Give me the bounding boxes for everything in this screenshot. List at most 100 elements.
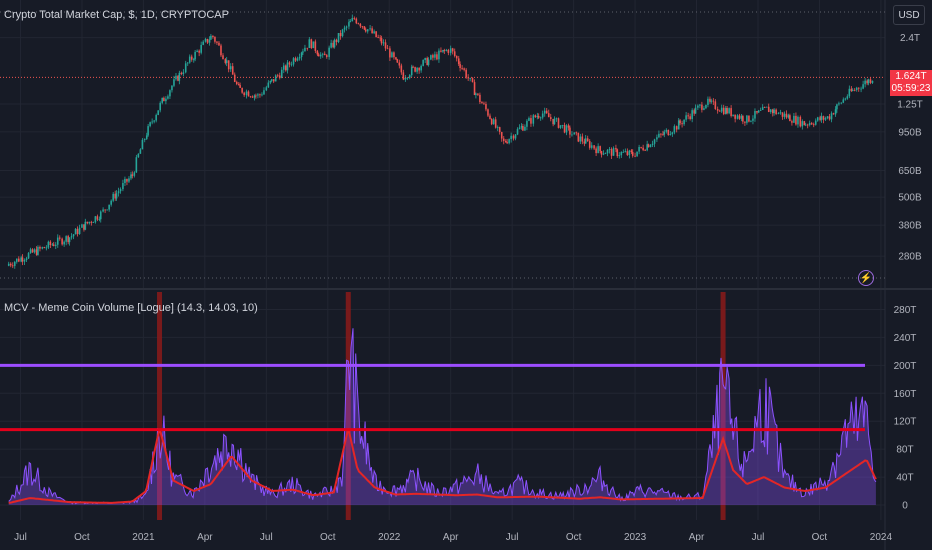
candle-body xyxy=(31,249,34,253)
candle-body xyxy=(537,115,540,118)
candle-body xyxy=(624,151,627,153)
candle-body xyxy=(261,94,263,96)
candle-body xyxy=(114,193,116,199)
candle-body xyxy=(351,18,354,22)
candle-body xyxy=(579,136,582,142)
candle-body xyxy=(21,257,24,262)
candle-body xyxy=(660,133,662,135)
candle-body xyxy=(196,50,198,52)
candle-body xyxy=(707,98,709,105)
candle-body xyxy=(860,88,862,90)
candle-body xyxy=(131,174,134,176)
candle-body xyxy=(204,38,207,42)
candle-body xyxy=(536,115,539,118)
candle-body xyxy=(581,136,584,142)
candle-body xyxy=(330,42,332,48)
candle-body xyxy=(754,111,756,119)
currency-button[interactable]: USD xyxy=(893,5,925,25)
candle-body xyxy=(151,121,153,123)
candle-body xyxy=(314,41,317,51)
candle-body xyxy=(128,178,130,182)
candle-body xyxy=(41,247,44,249)
lightning-icon[interactable]: ⚡ xyxy=(858,270,874,286)
candle-body xyxy=(349,21,352,23)
mcv-tick-label: 40T xyxy=(896,473,913,484)
candle-body xyxy=(555,118,558,120)
candle-body xyxy=(184,63,187,73)
candle-body xyxy=(567,125,570,128)
candle-body xyxy=(117,191,120,194)
candle-body xyxy=(312,41,315,49)
candle-body xyxy=(812,124,815,126)
candle-body xyxy=(492,119,495,125)
candle-body xyxy=(243,92,245,96)
candle-body xyxy=(819,117,821,120)
candle-body xyxy=(539,117,542,119)
candle-body xyxy=(710,100,713,102)
candle-body xyxy=(600,151,603,155)
candle-body xyxy=(235,81,238,85)
candle-body xyxy=(500,131,503,139)
candle-body xyxy=(622,152,625,153)
candle-body xyxy=(286,62,289,71)
candle-body xyxy=(662,134,664,136)
candle-body xyxy=(722,107,725,115)
candle-body xyxy=(155,114,157,121)
candle-body xyxy=(804,124,807,126)
moving-average-line xyxy=(8,427,877,504)
candle-body xyxy=(333,39,336,48)
candle-body xyxy=(237,84,240,86)
candle-body xyxy=(355,18,358,24)
candle-body xyxy=(438,50,440,60)
candle-body xyxy=(54,244,57,246)
candle-body xyxy=(25,258,28,260)
candle-body xyxy=(339,32,342,37)
candle-body xyxy=(866,80,868,84)
candle-body xyxy=(15,258,18,262)
price-tick-label: 380B xyxy=(898,221,922,232)
candle-body xyxy=(720,107,723,112)
candle-body xyxy=(323,53,326,56)
candle-body xyxy=(371,28,373,34)
candle-body xyxy=(759,109,762,111)
candle-body xyxy=(56,237,59,245)
candle-body xyxy=(432,55,434,58)
candle-body xyxy=(396,59,399,63)
candle-body xyxy=(310,39,313,49)
candle-body xyxy=(779,112,782,114)
mcv-tick-label: 80T xyxy=(896,445,913,456)
candle-body xyxy=(251,96,254,98)
candle-body xyxy=(253,95,256,98)
spike-band xyxy=(345,292,351,520)
candle-body xyxy=(785,113,788,118)
candle-body xyxy=(198,50,200,53)
candle-body xyxy=(689,116,691,120)
candle-body xyxy=(366,29,369,32)
candle-body xyxy=(864,80,866,85)
candle-body xyxy=(469,77,471,79)
candle-body xyxy=(440,50,442,52)
candle-body xyxy=(445,49,448,51)
candle-body xyxy=(393,52,395,58)
candle-body xyxy=(571,134,573,136)
candle-body xyxy=(33,249,36,253)
candle-body xyxy=(787,115,790,118)
candle-body xyxy=(436,54,438,60)
candle-body xyxy=(76,228,79,235)
candle-body xyxy=(479,94,481,103)
candle-body xyxy=(180,72,183,75)
candle-body xyxy=(656,137,658,140)
candle-body xyxy=(43,247,46,249)
candle-body xyxy=(11,265,14,267)
candle-body xyxy=(634,155,636,157)
candle-body xyxy=(276,75,279,77)
candle-body xyxy=(133,172,136,176)
candle-body xyxy=(337,32,340,42)
candle-body xyxy=(665,129,668,132)
candle-body xyxy=(736,115,739,119)
candle-body xyxy=(547,113,550,118)
x-tick-label: 2024 xyxy=(870,532,893,543)
candle-body xyxy=(391,52,393,58)
candle-body xyxy=(147,126,149,136)
candle-body xyxy=(842,99,845,103)
